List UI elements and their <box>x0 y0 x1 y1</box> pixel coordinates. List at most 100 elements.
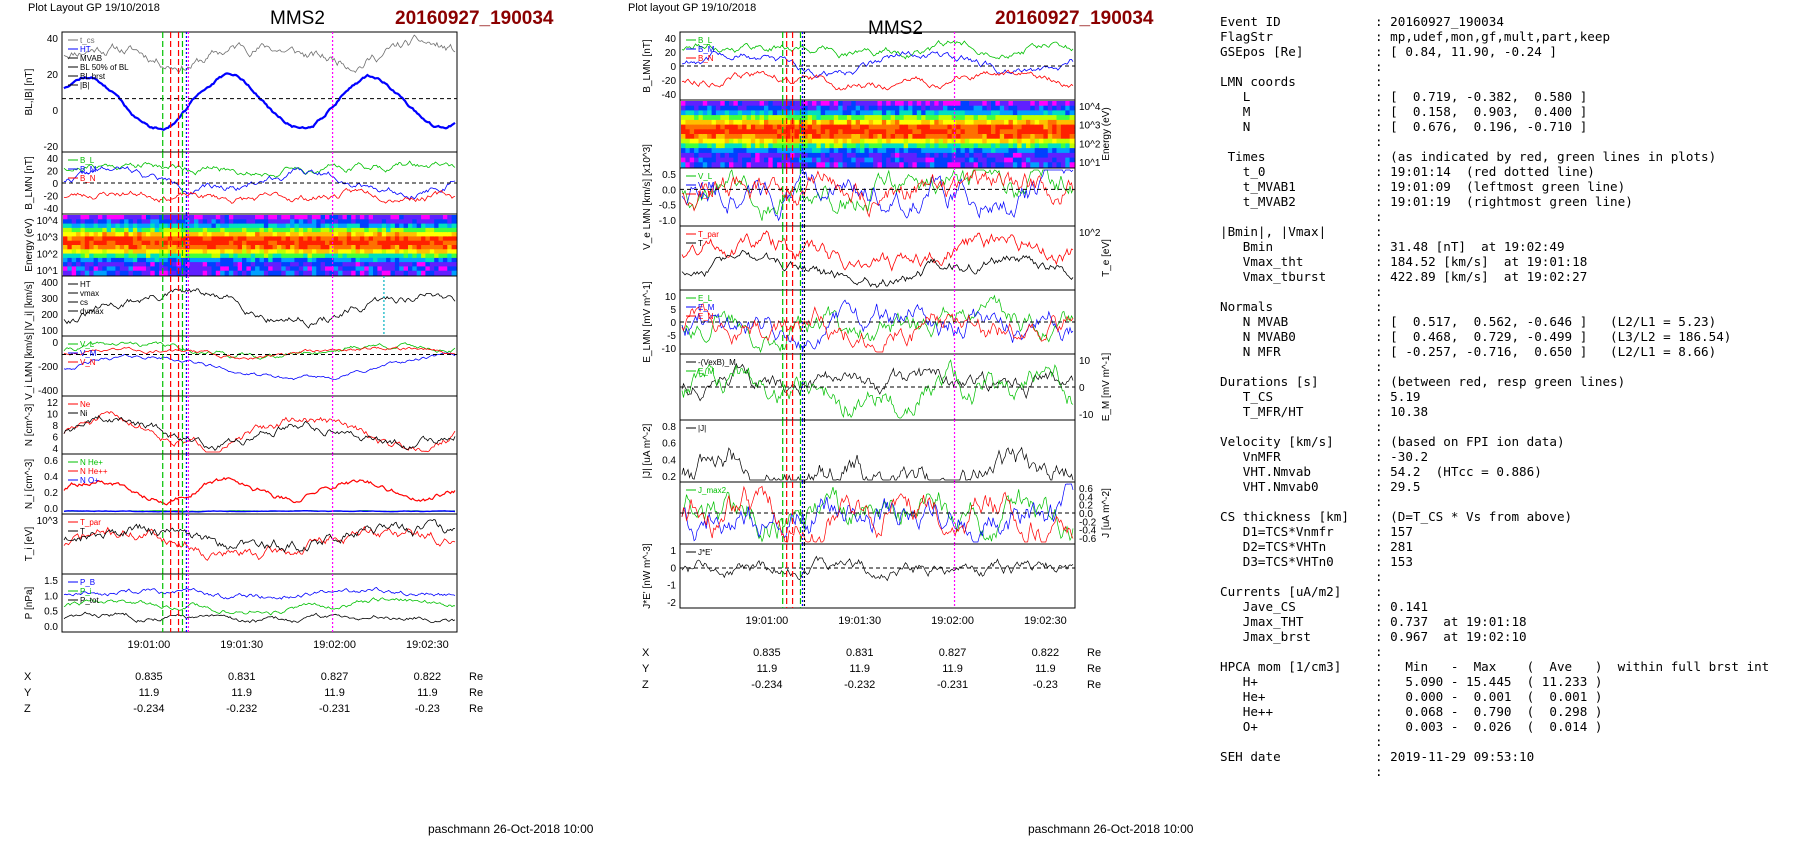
spectrogram-cell <box>438 240 444 246</box>
spectrogram-cell <box>807 134 813 140</box>
spectrogram-cell <box>825 162 831 168</box>
spectrogram-cell <box>916 148 922 154</box>
spectrogram-cell <box>794 143 800 149</box>
spectrogram-cell <box>737 152 743 159</box>
spectrogram-cell <box>960 162 966 168</box>
panel-frame <box>61 395 458 455</box>
spectrogram-cell <box>899 129 905 135</box>
spectrogram-cell <box>228 227 234 233</box>
y-tick-label: 0 <box>52 179 58 190</box>
spectrogram-cell <box>899 110 905 116</box>
spectrogram-cell <box>97 257 103 263</box>
spectrogram-cell <box>925 148 931 154</box>
spectrogram-cell <box>807 162 813 168</box>
spectrogram-cell <box>860 105 865 111</box>
spectrogram-cell <box>106 266 112 272</box>
spectrogram-cell <box>947 129 953 135</box>
y-tick-label: -20 <box>44 192 59 203</box>
spectrogram-cell <box>908 138 914 144</box>
spectrogram-cell <box>416 236 422 242</box>
spectrogram-cell <box>908 124 914 130</box>
spectrogram-cell <box>964 157 970 163</box>
spectrogram-cell <box>224 253 230 259</box>
spectrogram-cell <box>720 157 726 163</box>
spectrogram-cell <box>820 110 826 116</box>
info-line: : <box>1220 419 1769 434</box>
spectrogram-cell <box>373 240 378 246</box>
spectrogram-cell <box>281 249 287 255</box>
spectrogram-cell <box>715 101 721 107</box>
spectrogram-cell <box>220 219 226 225</box>
spectrogram-cell <box>307 215 313 220</box>
spectrogram-cell <box>386 219 392 225</box>
spectrogram-cell <box>154 257 160 263</box>
spectrogram-cell <box>63 257 68 263</box>
spectrogram-cell <box>394 223 400 229</box>
spectrogram-cell <box>1004 134 1010 140</box>
spectrogram-cell <box>290 232 296 237</box>
spectrogram-cell <box>777 157 783 163</box>
spectrogram-cell <box>377 240 383 246</box>
spectrogram-cell <box>146 253 151 259</box>
spectrogram-cell <box>755 129 761 135</box>
spectrogram-cell <box>255 223 261 229</box>
spectrogram-cell <box>294 253 300 259</box>
spectrogram-cell <box>768 162 774 168</box>
spectrogram-cell <box>416 245 422 250</box>
spectrogram-cell <box>429 227 435 233</box>
spectrogram-cell <box>159 270 165 276</box>
spectrogram-cell <box>1017 162 1023 168</box>
spectrogram-cell <box>768 105 774 111</box>
ephemeris-name: X <box>642 647 650 659</box>
info-value: : (based on FPI ion data) <box>1375 434 1565 449</box>
spectrogram-cell <box>124 215 130 220</box>
spectrogram-cell <box>146 266 151 272</box>
spectrogram-cell <box>359 266 365 272</box>
spectrogram-cell <box>76 257 82 263</box>
spectrogram-cell <box>846 148 852 154</box>
spectrogram-cell <box>750 148 756 154</box>
spectrogram-cell <box>991 138 996 144</box>
spectrogram-cell <box>877 138 883 144</box>
spectrogram-cell <box>943 148 948 154</box>
spectrogram-cell <box>908 105 914 111</box>
spectrogram-cell <box>294 240 300 246</box>
spectrogram-cell <box>825 138 831 144</box>
spectrogram-cell <box>250 249 256 255</box>
spectrogram-cell <box>434 240 440 246</box>
spectrogram-cell <box>803 134 809 140</box>
info-line: He++: 0.068 - 0.790 ( 0.298 ) <box>1220 704 1769 719</box>
spectrogram-cell <box>912 134 918 140</box>
spectrogram-cell <box>1030 110 1036 116</box>
spectrogram-cell <box>1052 138 1058 144</box>
y-tick-label: 0 <box>670 62 676 73</box>
spectrogram-cell <box>685 119 691 126</box>
spectrogram-cell <box>255 270 261 276</box>
y-tick-label: -20 <box>662 76 677 87</box>
spectrogram-cell <box>1060 148 1066 154</box>
panel-frame <box>61 513 458 575</box>
spectrogram-cell <box>685 152 691 159</box>
spectrogram-cell <box>412 253 418 259</box>
spectrogram-cell <box>1039 129 1045 135</box>
spectrogram-cell <box>176 253 182 259</box>
spectrogram-cell <box>720 115 726 121</box>
spectrogram-cell <box>868 119 874 126</box>
spectrogram-cell <box>408 245 413 250</box>
spectrogram-cell <box>215 240 221 246</box>
spectrogram-cell <box>394 219 400 225</box>
spectrogram-cell <box>290 219 296 225</box>
spectrogram-cell <box>711 110 717 116</box>
spectrogram-cell <box>198 227 204 233</box>
spectrogram-cell <box>733 162 739 168</box>
spectrogram-cell <box>272 262 278 267</box>
legend-label: B_L <box>698 36 713 45</box>
spectrogram-cell <box>938 129 944 135</box>
info-line: Vmax_tht: 184.52 [km/s] at 19:01:18 <box>1220 254 1769 269</box>
y-tick-label: 0.6 <box>44 456 58 467</box>
spectrogram-cell <box>403 245 409 250</box>
spectrogram-cell <box>307 219 313 225</box>
spectrogram-cell <box>742 152 748 159</box>
spectrogram-cell <box>351 219 357 225</box>
spectrogram-cell <box>724 138 730 144</box>
